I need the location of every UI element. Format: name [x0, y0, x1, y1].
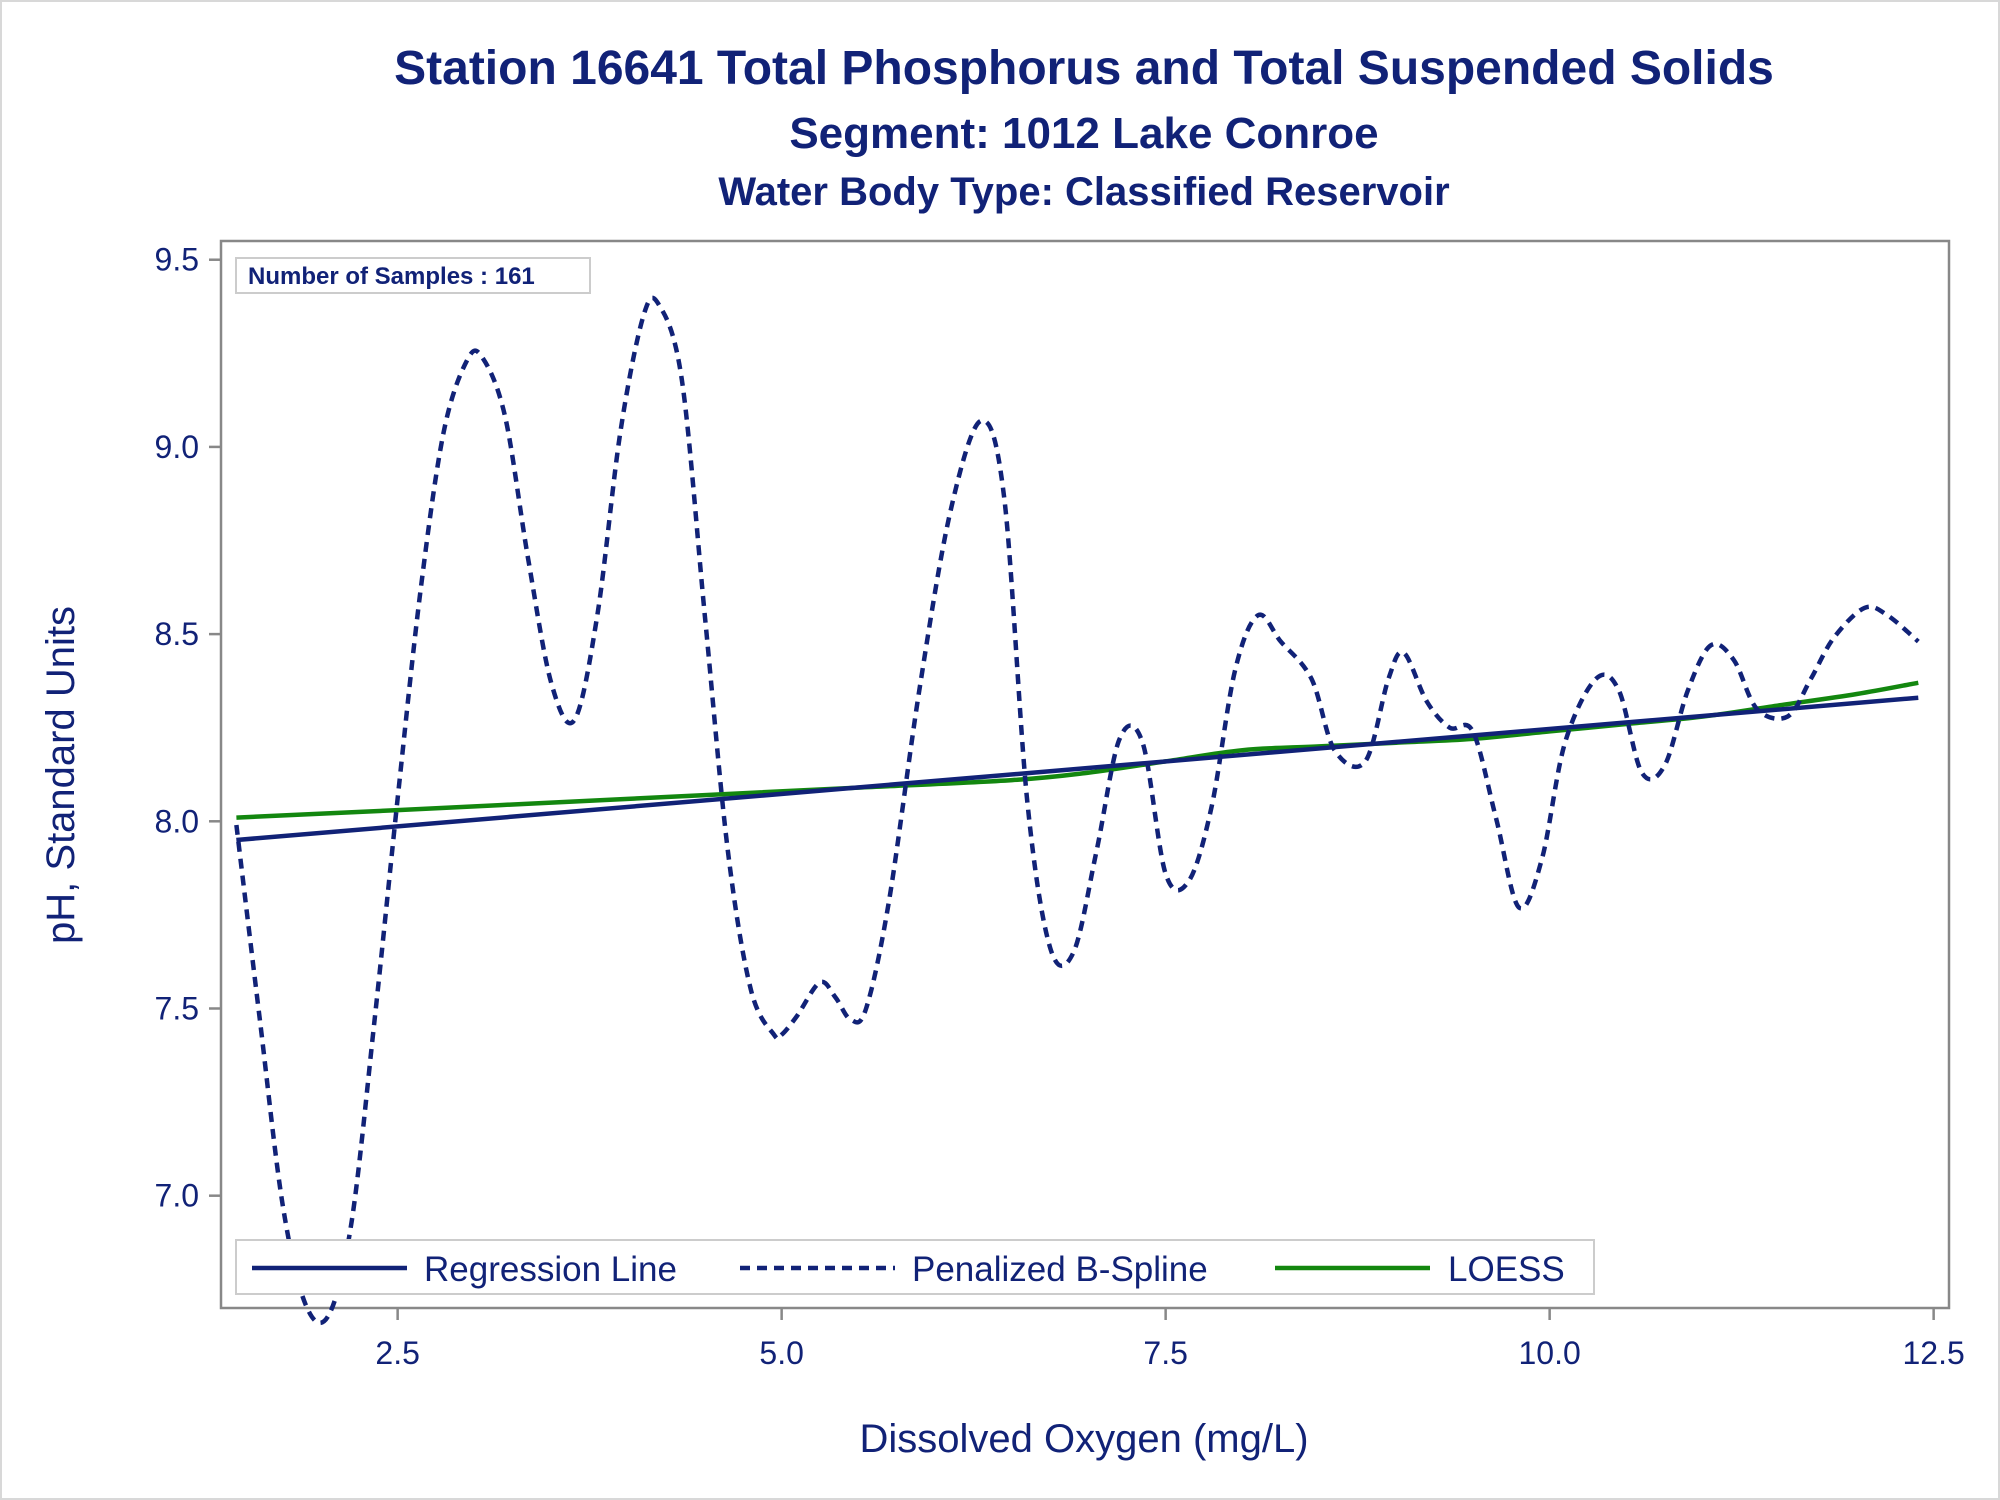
sample-count-frame [235, 257, 591, 294]
x-tick-label: 5.0 [759, 1335, 803, 1371]
y-axis: 7.0 7.5 8.0 8.5 9.0 9.5 [155, 242, 221, 1214]
legend: Regression Line Penalized B-Spline LOESS [235, 1239, 1595, 1295]
y-axis-label: pH, Standard Units [39, 606, 83, 944]
sample-count-label: Number of Samples : 161 [248, 263, 535, 290]
y-tick-label: 9.5 [155, 242, 199, 278]
x-tick-label: 7.5 [1143, 1335, 1187, 1371]
x-tick-label: 12.5 [1902, 1335, 1964, 1371]
chart-subtitle-2: Water Body Type: Classified Reservoir [718, 170, 1449, 214]
y-tick-label: 8.5 [155, 616, 199, 652]
x-tick-label: 10.0 [1518, 1335, 1580, 1371]
y-tick-label: 8.0 [155, 803, 199, 839]
series-layer [234, 295, 1920, 1326]
y-tick-label: 7.0 [155, 1178, 199, 1214]
series-penalized-b-spline [234, 295, 1920, 1326]
y-tick-label: 7.5 [155, 990, 199, 1026]
chart-title: Station 16641 Total Phosphorus and Total… [394, 42, 1774, 95]
y-tick-label: 9.0 [155, 429, 199, 465]
sample-count-box: Number of Samples : 161 [235, 257, 591, 294]
legend-label: Penalized B-Spline [912, 1250, 1208, 1289]
legend-label: Regression Line [424, 1250, 677, 1289]
legend-label: LOESS [1448, 1250, 1565, 1289]
x-axis-label: Dissolved Oxygen (mg/L) [859, 1417, 1308, 1461]
x-tick-label: 2.5 [375, 1335, 419, 1371]
x-axis: 2.5 5.0 7.5 10.0 12.5 [375, 1308, 1965, 1371]
chart-subtitle: Segment: 1012 Lake Conroe [789, 109, 1378, 158]
series-regression-line [236, 695, 1919, 843]
